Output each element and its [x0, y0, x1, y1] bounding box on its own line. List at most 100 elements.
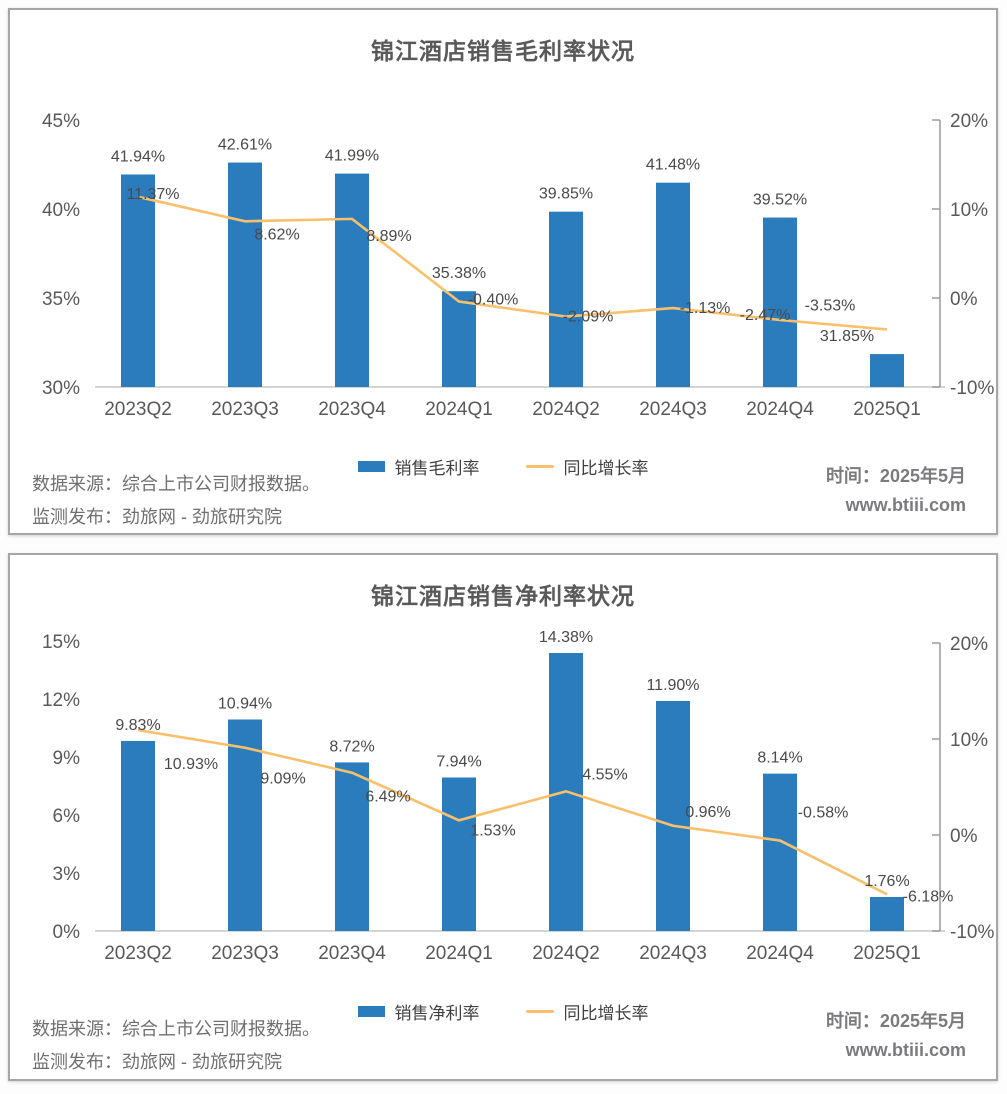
legend: 销售毛利率 同比增长率 — [10, 454, 996, 479]
bar-value-label: 10.94% — [218, 695, 272, 712]
category-label: 2023Q3 — [211, 943, 279, 964]
bar-value-label: 1.76% — [864, 873, 909, 890]
line-value-label: 0.96% — [685, 804, 730, 821]
bar-value-label: 41.94% — [111, 148, 165, 165]
left-axis-tick-label: 45% — [42, 111, 80, 132]
category-label: 2023Q4 — [318, 399, 386, 420]
net-margin-panel: 锦江酒店销售净利率状况 15% 12% 9% 6% 3% 0% 20% 10% 0% -10% 20… — [8, 553, 998, 1081]
bar-value-label: 35.38% — [432, 265, 486, 282]
line-legend-swatch-icon — [525, 1010, 554, 1013]
chart-title: 锦江酒店销售毛利率状况 — [371, 38, 635, 64]
bar — [763, 773, 797, 931]
bar — [763, 217, 797, 387]
right-axis-tick-label: 0% — [950, 289, 978, 310]
line-value-label: 8.62% — [254, 226, 299, 243]
bar — [656, 700, 690, 931]
line-value-label: 10.93% — [164, 756, 218, 773]
source-note: 数据来源：综合上市公司财报数据。 监测发布：劲旅网 - 劲旅研究院 — [32, 468, 320, 534]
bar-value-label: 9.83% — [115, 717, 160, 734]
right-axis-tick-label: 0% — [950, 826, 978, 847]
category-label: 2024Q2 — [532, 943, 600, 964]
bar — [442, 291, 476, 387]
gross-margin-chart: 45% 40% 35% 30% 20% 10% 0% -10% 2023Q2 2023Q3 2023… — [42, 111, 994, 420]
right-axis-tick-label: 20% — [950, 634, 988, 655]
bar-legend-label: 销售净利率 — [394, 1004, 480, 1023]
publisher-line: 监测发布：劲旅网 - 劲旅研究院 — [32, 507, 282, 527]
line-value-label: -2.09% — [563, 309, 614, 326]
bar — [228, 719, 262, 931]
line-value-label: 8.89% — [366, 228, 411, 245]
line-value-label: -3.53% — [805, 297, 856, 314]
bar — [870, 896, 904, 931]
left-axis-tick-label: 3% — [53, 864, 81, 885]
bar — [335, 173, 369, 387]
bar-value-label: 14.38% — [539, 629, 593, 646]
category-label: 2024Q1 — [425, 399, 493, 420]
source-note: 数据来源：综合上市公司财报数据。 监测发布：劲旅网 - 劲旅研究院 — [32, 1013, 320, 1079]
line-legend-swatch-icon — [525, 465, 554, 468]
time-line: 时间：2025年5月 — [825, 466, 966, 486]
line-value-label: 6.49% — [365, 789, 410, 806]
bar — [121, 174, 155, 387]
line-series — [137, 728, 888, 896]
line-legend-label: 同比增长率 — [563, 1004, 649, 1023]
right-axis-tick-label: 20% — [950, 111, 988, 132]
category-label: 2023Q3 — [211, 399, 279, 420]
left-axis-tick-label: 6% — [53, 806, 81, 827]
bar — [228, 162, 262, 387]
data-source-line: 数据来源：综合上市公司财报数据。 — [32, 1019, 320, 1039]
category-label: 2024Q3 — [639, 943, 707, 964]
right-axis-tick-label: 10% — [950, 730, 988, 751]
bar-value-label: 11.90% — [646, 677, 699, 694]
category-label: 2024Q4 — [746, 943, 814, 964]
line-value-label: 4.55% — [582, 766, 627, 783]
right-axis-tick-label: -10% — [950, 378, 994, 399]
category-label: 2025Q1 — [853, 399, 921, 420]
bar-value-label: 8.72% — [329, 738, 374, 755]
bar-value-label: 7.94% — [436, 753, 481, 770]
data-source-line: 数据来源：综合上市公司财报数据。 — [32, 474, 320, 494]
bar-value-label: 41.48% — [646, 157, 700, 174]
left-axis-tick-label: 12% — [42, 690, 80, 711]
time-line: 时间：2025年5月 — [825, 1011, 966, 1031]
bar-legend-label: 销售毛利率 — [394, 459, 480, 478]
line-series — [137, 195, 888, 331]
left-axis-tick-label: 0% — [53, 922, 81, 943]
publisher-line: 监测发布：劲旅网 - 劲旅研究院 — [32, 1052, 282, 1072]
line-value-label: -1.13% — [680, 300, 731, 317]
bar-value-label: 42.61% — [218, 137, 272, 154]
bar — [549, 211, 583, 387]
line-value-label: 9.09% — [260, 771, 305, 788]
bar — [121, 740, 155, 931]
category-label: 2023Q2 — [104, 943, 172, 964]
line-value-label: 11.37% — [126, 186, 179, 203]
chart-title: 锦江酒店销售净利率状况 — [371, 583, 635, 609]
category-label: 2024Q4 — [746, 399, 814, 420]
website-line: www.btiii.com — [845, 495, 966, 515]
bar-legend-swatch-icon — [357, 1006, 385, 1017]
bar-value-label: 8.14% — [757, 750, 802, 767]
category-label: 2024Q1 — [425, 943, 493, 964]
left-axis-tick-label: 30% — [42, 378, 80, 399]
bar-value-label: 39.85% — [539, 186, 593, 203]
line-value-label: -6.18% — [903, 888, 954, 905]
right-axis-tick-label: -10% — [950, 922, 994, 943]
category-label: 2024Q2 — [532, 399, 600, 420]
line-value-label: 1.53% — [470, 822, 515, 839]
category-label: 2025Q1 — [853, 943, 921, 964]
bar — [656, 182, 690, 387]
line-value-label: -2.47% — [740, 307, 791, 324]
category-label: 2023Q2 — [104, 399, 172, 420]
left-axis-tick-label: 9% — [53, 748, 81, 769]
bar-value-label: 39.52% — [753, 192, 807, 209]
net-margin-chart: 15% 12% 9% 6% 3% 0% 20% 10% 0% -10% 2023Q2 2023Q3 20… — [42, 629, 994, 964]
legend: 销售净利率 同比增长率 — [10, 999, 996, 1024]
meta-note: 时间：2025年5月 www.btiii.com — [826, 462, 966, 520]
gross-margin-panel: 锦江酒店销售毛利率状况 45% 40% 35% 30% 20% 10% 0% -10% 2023… — [8, 8, 998, 535]
website-line: www.btiii.com — [845, 1040, 966, 1060]
line-value-label: -0.40% — [468, 292, 519, 309]
bar — [870, 354, 904, 387]
left-axis-tick-label: 35% — [42, 289, 80, 310]
category-label: 2024Q3 — [639, 399, 707, 420]
line-value-label: -0.58% — [798, 805, 849, 822]
